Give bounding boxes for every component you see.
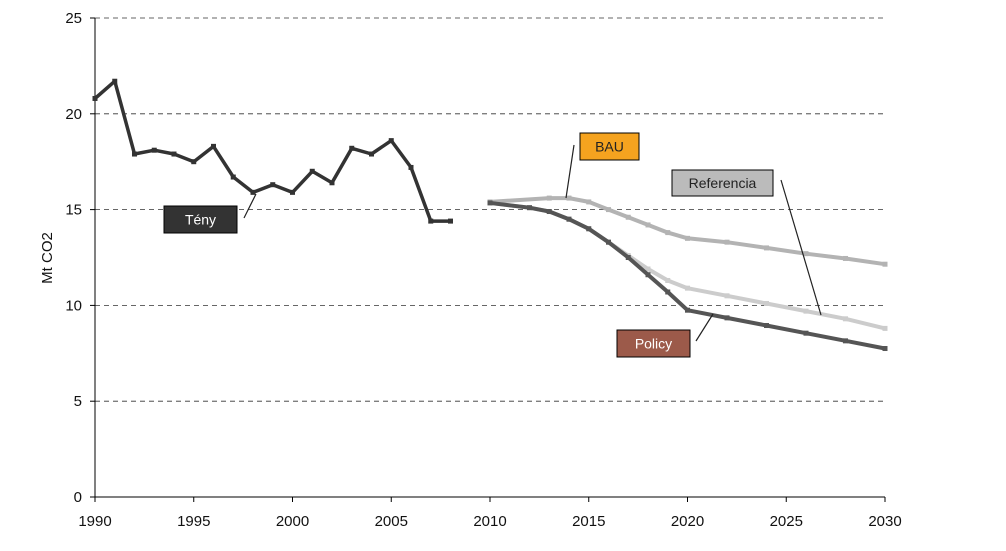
label-t-ny: Tény — [185, 212, 216, 228]
series-point-policy — [645, 272, 651, 278]
y-tick-20: 20 — [65, 106, 82, 123]
series-point-policy — [566, 216, 572, 222]
y-tick-25: 25 — [65, 10, 82, 27]
axes — [94, 18, 885, 498]
series-point-t-ny — [171, 151, 177, 157]
series-point-bau — [843, 255, 848, 261]
x-tick-2015: 2015 — [572, 513, 605, 530]
x-tick-1990: 1990 — [78, 513, 111, 530]
series-point-policy — [803, 330, 809, 336]
series-point-policy — [685, 307, 690, 313]
series-point-t-ny — [191, 159, 197, 165]
series-point-bau — [586, 199, 592, 205]
x-tick-2010: 2010 — [473, 513, 506, 530]
series-point-referencia — [803, 308, 809, 314]
series-point-policy — [625, 255, 631, 260]
series-point-bau — [665, 230, 671, 236]
series-point-referencia — [645, 266, 651, 272]
series-point-referencia — [685, 285, 690, 291]
series-point-t-ny — [270, 182, 276, 188]
series-point-t-ny — [448, 218, 453, 224]
series-point-policy — [665, 289, 671, 295]
y-axis-label: Mt CO2 — [39, 232, 56, 284]
series-point-bau — [685, 235, 690, 241]
label-pointers — [243, 144, 822, 342]
series-point-t-ny — [92, 95, 98, 101]
x-tick-2030: 2030 — [868, 513, 901, 530]
series-point-bau — [724, 239, 730, 245]
pointer-referencia — [780, 179, 822, 316]
label-box-t-ny — [163, 205, 238, 234]
series-point-t-ny — [132, 151, 137, 157]
series-point-bau — [645, 222, 651, 228]
series-point-referencia — [665, 277, 671, 283]
series-point-referencia — [764, 300, 769, 306]
series-point-bau — [566, 195, 572, 201]
label-box-policy — [616, 329, 691, 358]
series-point-t-ny — [349, 145, 355, 151]
x-tick-1995: 1995 — [177, 513, 210, 530]
series-point-policy — [586, 226, 592, 232]
series-point-t-ny — [428, 218, 434, 224]
series-point-referencia — [724, 293, 730, 299]
series-point-t-ny — [369, 151, 374, 157]
series-point-t-ny — [112, 78, 118, 84]
label-bau: BAU — [595, 139, 624, 155]
series-line-bau — [488, 196, 887, 267]
series-point-t-ny — [388, 138, 394, 144]
x-tick-labels: 1990 1995 2000 2005 2010 2015 2020 2025 2030 — [78, 497, 902, 530]
series-point-t-ny — [329, 180, 335, 186]
series-point-bau — [625, 214, 631, 220]
series-point-policy — [764, 323, 769, 329]
series-point-policy — [546, 209, 552, 215]
x-tick-2005: 2005 — [375, 513, 408, 530]
series-point-t-ny — [250, 189, 256, 195]
label-box-referencia — [671, 169, 774, 197]
pointer-policy — [695, 313, 714, 342]
series-point-bau — [882, 261, 888, 267]
y-tick-0: 0 — [74, 489, 82, 506]
series-point-policy — [606, 239, 611, 245]
series-point-referencia — [882, 325, 888, 331]
series-line-policy — [488, 200, 887, 351]
y-tick-15: 15 — [65, 202, 82, 219]
series-point-bau — [546, 195, 552, 201]
pointer-bau — [565, 144, 575, 199]
series-point-policy — [487, 200, 493, 206]
y-tick-labels: 0 5 10 15 20 25 — [65, 10, 95, 506]
series-lines — [92, 78, 888, 352]
series-point-t-ny — [290, 189, 295, 195]
y-tick-5: 5 — [74, 393, 82, 410]
series-point-policy — [882, 346, 888, 352]
label-referencia: Referencia — [689, 175, 757, 191]
gridlines — [95, 17, 885, 402]
series-point-bau — [606, 207, 611, 213]
series-point-policy — [724, 315, 730, 321]
series-point-bau — [803, 251, 809, 257]
series-point-policy — [527, 205, 532, 211]
series-point-t-ny — [309, 168, 315, 174]
x-tick-2025: 2025 — [770, 513, 803, 530]
x-tick-2020: 2020 — [671, 513, 704, 530]
series-point-t-ny — [408, 164, 414, 170]
series-labels: Tény BAU Referencia Policy — [163, 132, 774, 358]
series-point-policy — [843, 338, 848, 344]
x-tick-2000: 2000 — [276, 513, 309, 530]
series-point-referencia — [843, 316, 848, 322]
pointer-t-ny — [243, 193, 257, 219]
label-box-bau — [579, 132, 640, 161]
y-tick-10: 10 — [65, 297, 82, 314]
series-line-t-ny — [93, 79, 453, 223]
series-point-t-ny — [230, 174, 236, 180]
series-point-bau — [764, 245, 769, 251]
label-policy: Policy — [635, 336, 672, 352]
series-point-t-ny — [211, 143, 216, 149]
series-point-t-ny — [151, 147, 157, 153]
